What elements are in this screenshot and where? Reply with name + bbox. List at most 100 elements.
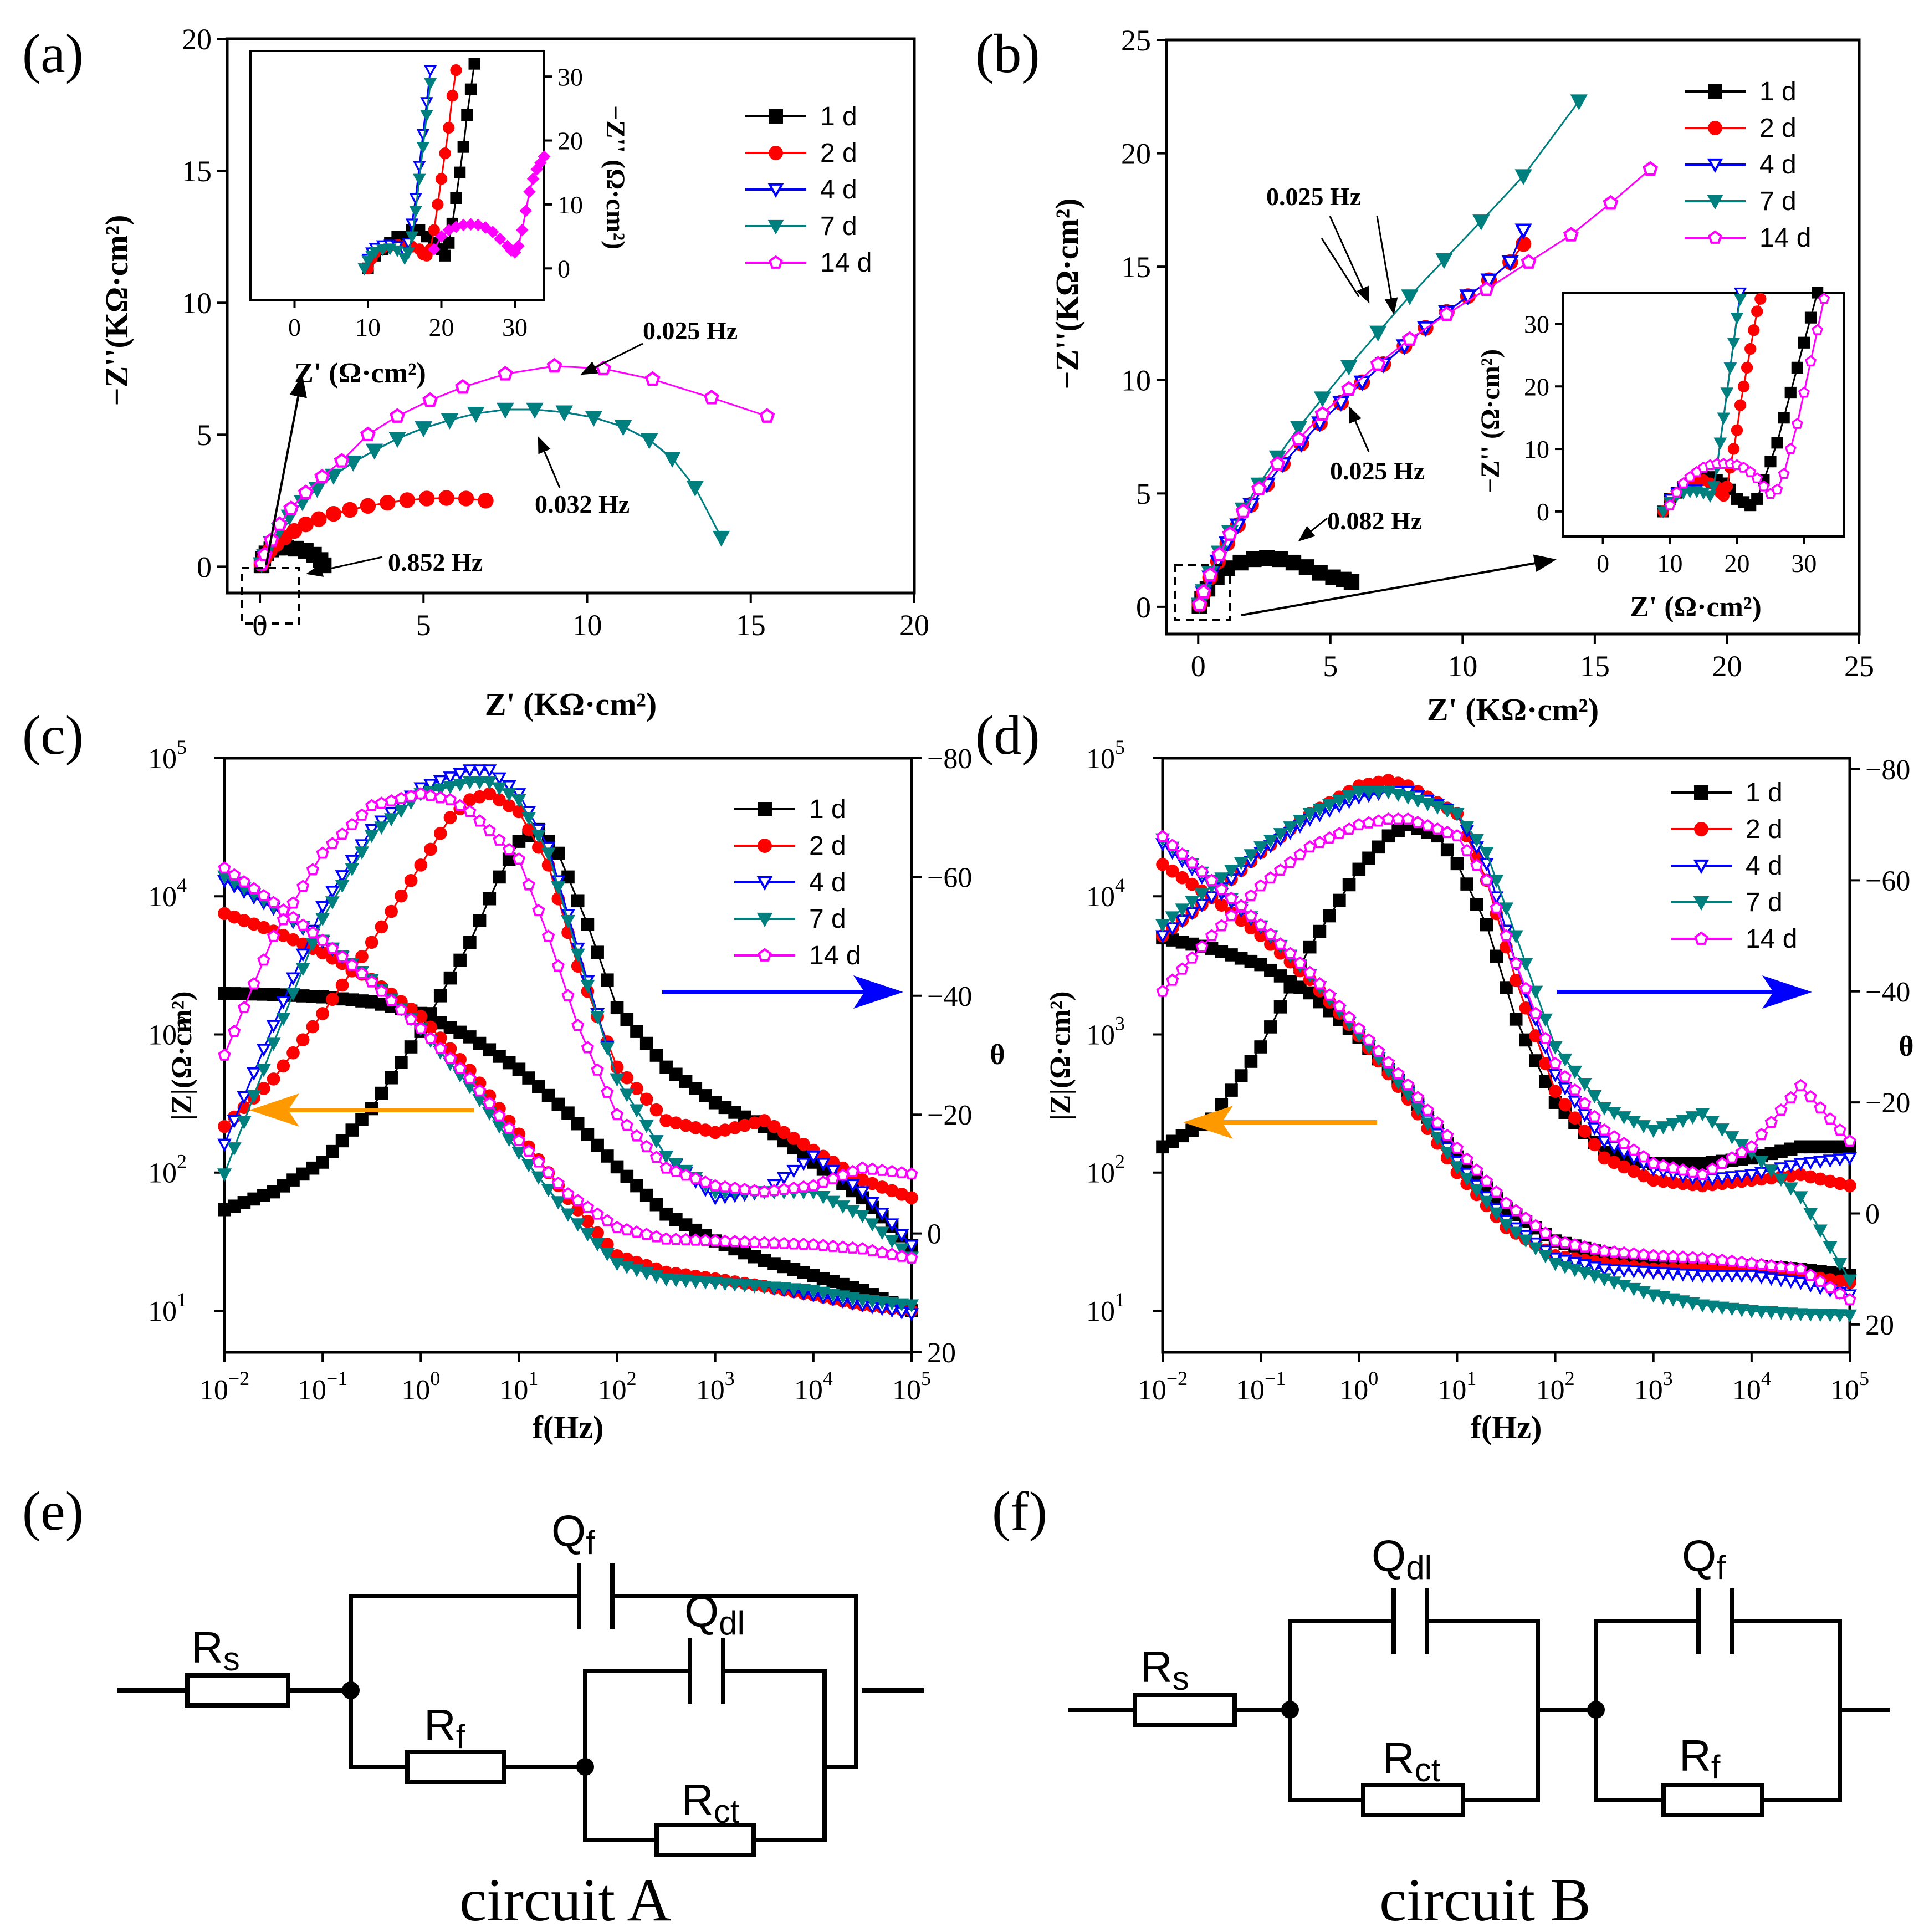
c-series-14d-modulus-point-11 xyxy=(326,942,339,954)
a-series-7d-point-17 xyxy=(585,411,602,427)
d-series-7d-phase-point-2 xyxy=(1175,903,1190,917)
label-rf-b: Rf xyxy=(1679,1731,1721,1786)
c-series-1d-modulus-point-41 xyxy=(620,1169,634,1183)
c-series-4d-phase-point-24 xyxy=(453,768,468,781)
zoom-box-b xyxy=(1174,564,1231,621)
d-series-14d-phase-point-66 xyxy=(1804,1090,1817,1103)
b-series-7d-point-15 xyxy=(1514,169,1532,186)
d-ytick-exponent: 5 xyxy=(1115,736,1125,758)
c-xtick-label: 10−1 xyxy=(298,1367,347,1406)
d-series-14d-phase-point-28 xyxy=(1431,822,1444,835)
c-series-7d-modulus-point-61 xyxy=(816,1286,831,1300)
d-series-7d-modulus-point-53 xyxy=(1675,1295,1690,1309)
label-rf-a-main: R xyxy=(424,1700,456,1750)
a-series-14d-point-13 xyxy=(546,357,562,373)
c-series-7d-phase-point-33 xyxy=(541,847,556,861)
a-inset-series-2d-point-15 xyxy=(439,147,451,160)
a-series-14d-point-4 xyxy=(283,500,299,515)
a-series-14d-point-15 xyxy=(644,371,661,386)
d-y2tick-label: −20 xyxy=(1865,1087,1910,1119)
d-series-7d-phase-point-1 xyxy=(1165,911,1180,925)
b-xtick-label: 20 xyxy=(1712,650,1742,683)
label-rct-a-sub: ct xyxy=(714,1793,740,1830)
c-series-1d-modulus-point-44 xyxy=(649,1198,663,1212)
legend-c: 1 d 2 d 4 d 7 d 14 d xyxy=(734,795,861,970)
b-inset-series-1d-point-18 xyxy=(1778,412,1790,424)
c-series-1d-phase-point-28 xyxy=(493,870,506,884)
d-series-7d-modulus-point-39 xyxy=(1538,1250,1553,1264)
c-series-7d-phase-point-67 xyxy=(874,1226,889,1240)
c-series-14d-modulus-point-59 xyxy=(797,1238,810,1250)
a-series-2d-point-10 xyxy=(360,498,376,514)
circuit-b-wires xyxy=(1068,1619,1890,1802)
a-xtick-label: 15 xyxy=(736,609,766,642)
d-series-14d-phase-point-27 xyxy=(1421,819,1434,832)
d-series-7d-phase-point-7 xyxy=(1224,865,1239,878)
d-series-1d-phase-point-13 xyxy=(1283,980,1297,994)
a-series-7d-point-9 xyxy=(366,443,383,460)
d-xtick-label: 104 xyxy=(1732,1367,1771,1406)
c-series-7d-phase-point-43 xyxy=(639,1120,654,1133)
d-series-4d-phase-point-45 xyxy=(1597,1136,1612,1149)
d-series-14d-phase-point-12 xyxy=(1273,863,1287,876)
d-series-1d-phase-point-34 xyxy=(1490,949,1503,963)
c-series-14d-phase-point-60 xyxy=(807,1179,820,1192)
b-inset-series-14d-point-0 xyxy=(1664,499,1676,510)
d-series-14d-phase-point-2 xyxy=(1175,962,1189,975)
b-inset-series-2d-point-15 xyxy=(1734,399,1747,411)
c-series-7d-phase-point-45 xyxy=(659,1151,674,1164)
d-y2tick-label: −60 xyxy=(1865,865,1910,897)
c-xtick-exponent: 4 xyxy=(823,1367,833,1389)
d-series-7d-phase-point-65 xyxy=(1793,1191,1808,1205)
c-series-1d-modulus-point-42 xyxy=(630,1179,643,1193)
a-inset-series-14d-point-14 xyxy=(515,223,529,237)
c-series-7d-phase-point-8 xyxy=(295,963,310,977)
label-rf-a: Rf xyxy=(424,1700,465,1755)
a-ytick-label: 0 xyxy=(197,550,212,584)
b-series-14d-point-5 xyxy=(1235,503,1251,518)
d-series-14d-modulus-point-48 xyxy=(1627,1247,1640,1260)
b-series-1d-point-10 xyxy=(1298,559,1315,575)
d-series-2d-phase-point-43 xyxy=(1578,1125,1592,1138)
c-series-14d-modulus-point-33 xyxy=(541,1166,555,1178)
d-series-14d-modulus-point-5 xyxy=(1205,873,1219,886)
c-series-7d-phase-point-4 xyxy=(256,1064,271,1077)
c-series-7d-phase-point-32 xyxy=(531,830,546,844)
c-series-2d-phase-point-14 xyxy=(355,950,369,963)
d-series-14d-phase-point-24 xyxy=(1391,812,1405,825)
d-series-14d-phase-point-50 xyxy=(1647,1157,1660,1169)
d-series-14d-modulus-point-11 xyxy=(1264,927,1277,941)
b-series-7d-point-10 xyxy=(1340,360,1358,376)
d-series-14d-phase-point-56 xyxy=(1706,1162,1719,1175)
panel-label-b: (b) xyxy=(975,23,1040,84)
b-inset-series-1d-point-16 xyxy=(1764,455,1777,468)
c-series-14d-phase-point-54 xyxy=(748,1184,761,1197)
d-series-7d-phase-point-44 xyxy=(1587,1090,1602,1103)
d-series-7d-phase-point-67 xyxy=(1813,1224,1828,1238)
a-series-7d-point-18 xyxy=(614,420,632,436)
c-series-14d-modulus-point-57 xyxy=(777,1236,791,1249)
d-series-4d-modulus-point-50 xyxy=(1646,1266,1661,1280)
a-inset-xtick-label: 30 xyxy=(502,313,528,341)
b-inset-series-7d-point-7 xyxy=(1703,490,1717,503)
d-series-14d-modulus-point-15 xyxy=(1303,965,1317,978)
a-legend-label: 2 d xyxy=(820,139,857,168)
c-series-7d-phase-point-64 xyxy=(845,1205,860,1219)
d-series-14d-phase-point-16 xyxy=(1313,836,1327,849)
a-inset-series-7d-point-0 xyxy=(357,263,371,275)
b-legend-label: 14 d xyxy=(1759,223,1811,253)
a-inset-series-14d-point-20 xyxy=(538,150,551,163)
c-series-14d-modulus-point-2 xyxy=(237,875,251,888)
c-series-7d-phase-point-24 xyxy=(453,779,468,792)
d-series-7d-modulus-point-44 xyxy=(1587,1270,1602,1284)
annotation-arrow-b-4 xyxy=(1298,517,1328,541)
c-series-14d-phase-point-21 xyxy=(424,789,437,801)
d-series-7d-modulus-point-68 xyxy=(1823,1309,1838,1322)
c-series-14d-phase-point-57 xyxy=(777,1183,791,1195)
b-series-1d-point-7 xyxy=(1259,550,1275,566)
c-series-14d-phase-point-9 xyxy=(306,863,320,876)
d-series-7d-modulus-point-32 xyxy=(1469,1184,1484,1198)
d-series-7d-phase-point-33 xyxy=(1479,847,1494,861)
d-xtick-label: 100 xyxy=(1339,1367,1378,1406)
d-series-7d-phase-point-63 xyxy=(1773,1173,1789,1187)
